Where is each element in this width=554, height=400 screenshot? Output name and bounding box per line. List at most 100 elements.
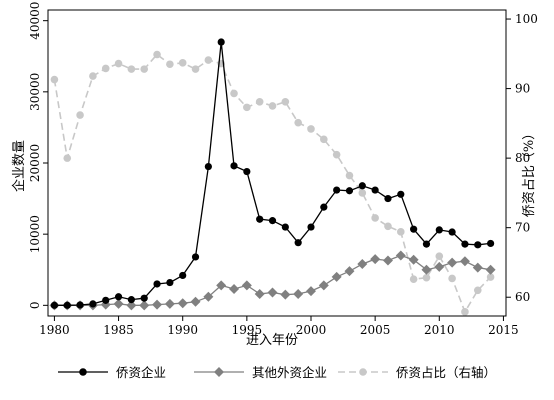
data-point	[191, 253, 200, 261]
data-point	[294, 239, 302, 247]
data-point	[243, 167, 251, 176]
data-point	[140, 65, 149, 73]
data-point	[50, 301, 59, 309]
data-point	[370, 254, 381, 265]
legend-marker	[359, 368, 367, 376]
data-point	[254, 288, 265, 299]
data-point	[448, 228, 456, 236]
y-right-tick-label: 80	[515, 151, 530, 165]
data-point	[395, 250, 406, 261]
y-left-axis: 0 10000 20000 30000 40000	[28, 2, 48, 310]
x-tick-label: 2000	[296, 323, 327, 337]
data-point	[320, 203, 328, 211]
data-point	[487, 239, 495, 248]
plot-border	[47, 9, 507, 317]
data-point	[397, 228, 405, 236]
data-point	[472, 262, 483, 273]
data-point	[89, 300, 97, 308]
data-point	[63, 301, 71, 309]
data-point	[177, 298, 188, 309]
data-point	[178, 59, 187, 67]
data-point	[166, 60, 174, 69]
legend-label: 侨资占比（右轴）	[396, 365, 496, 380]
data-point	[461, 240, 469, 248]
x-tick-label: 2010	[424, 323, 455, 337]
data-point	[357, 259, 368, 270]
data-point	[434, 261, 445, 272]
data-point	[243, 103, 251, 112]
data-point	[408, 254, 419, 265]
data-point	[114, 293, 123, 301]
y-left-tick-label: 10000	[28, 215, 42, 253]
data-point	[473, 286, 482, 295]
y-right-tick-label: 70	[515, 221, 530, 235]
data-point	[217, 38, 225, 46]
y-left-tick-label: 40000	[28, 2, 42, 40]
legend-item-3: 侨资占比（右轴）	[338, 365, 496, 380]
data-point	[89, 72, 97, 80]
data-point	[153, 50, 161, 59]
y-left-tick-label: 30000	[28, 73, 42, 111]
data-point	[345, 171, 354, 180]
series-line	[54, 41, 491, 306]
x-tick-label: 2015	[488, 323, 519, 337]
data-point	[102, 296, 110, 304]
y-left-axis-title: 企业数量	[11, 140, 27, 192]
data-point	[267, 287, 278, 298]
data-point	[216, 280, 227, 291]
data-point	[256, 215, 264, 223]
data-point	[166, 278, 174, 287]
data-point	[280, 289, 291, 300]
data-point	[140, 294, 148, 302]
data-point	[371, 186, 379, 194]
data-point	[371, 214, 379, 222]
data-point	[305, 286, 316, 297]
data-point	[229, 283, 240, 294]
data-point	[127, 65, 136, 73]
data-point	[345, 187, 354, 195]
data-point	[447, 257, 458, 268]
data-point	[152, 299, 163, 310]
data-point	[486, 273, 495, 281]
data-point	[203, 291, 214, 302]
data-point	[126, 300, 137, 311]
x-tick-label: 1980	[39, 323, 70, 337]
data-point	[435, 252, 444, 260]
y-right-axis-title: 侨资占比（%）	[522, 127, 537, 217]
data-point	[191, 65, 200, 73]
data-point	[382, 255, 393, 266]
data-point	[358, 182, 366, 190]
x-tick-label: 2005	[360, 323, 391, 337]
data-point	[397, 190, 405, 198]
data-point	[358, 189, 367, 197]
data-point	[255, 98, 264, 106]
legend-label: 侨资企业	[116, 365, 166, 380]
data-point	[307, 125, 315, 133]
x-tick-label: 1990	[167, 323, 198, 337]
series-layer	[49, 38, 496, 316]
x-axis-title: 进入年份	[246, 333, 298, 348]
legend: 侨资企业 其他外资企业 侨资占比（右轴）	[58, 365, 496, 380]
data-point	[139, 300, 150, 311]
data-point	[320, 135, 328, 144]
data-point	[179, 271, 187, 280]
data-point	[281, 223, 289, 231]
data-point	[409, 275, 418, 283]
data-point	[293, 288, 304, 299]
data-point	[459, 256, 470, 267]
y-right-tick-label: 90	[515, 82, 530, 96]
data-point	[50, 75, 59, 84]
data-point	[332, 150, 341, 159]
data-point	[204, 162, 212, 171]
y-left-tick-label: 0	[28, 302, 42, 310]
data-point	[344, 266, 355, 277]
legend-label: 其他外资企业	[252, 365, 327, 380]
data-point	[474, 241, 482, 249]
x-tick-label: 1985	[103, 323, 134, 337]
data-point	[268, 102, 277, 110]
data-point	[307, 223, 315, 231]
data-point	[153, 280, 161, 288]
data-point	[101, 64, 110, 73]
data-point	[333, 186, 341, 194]
